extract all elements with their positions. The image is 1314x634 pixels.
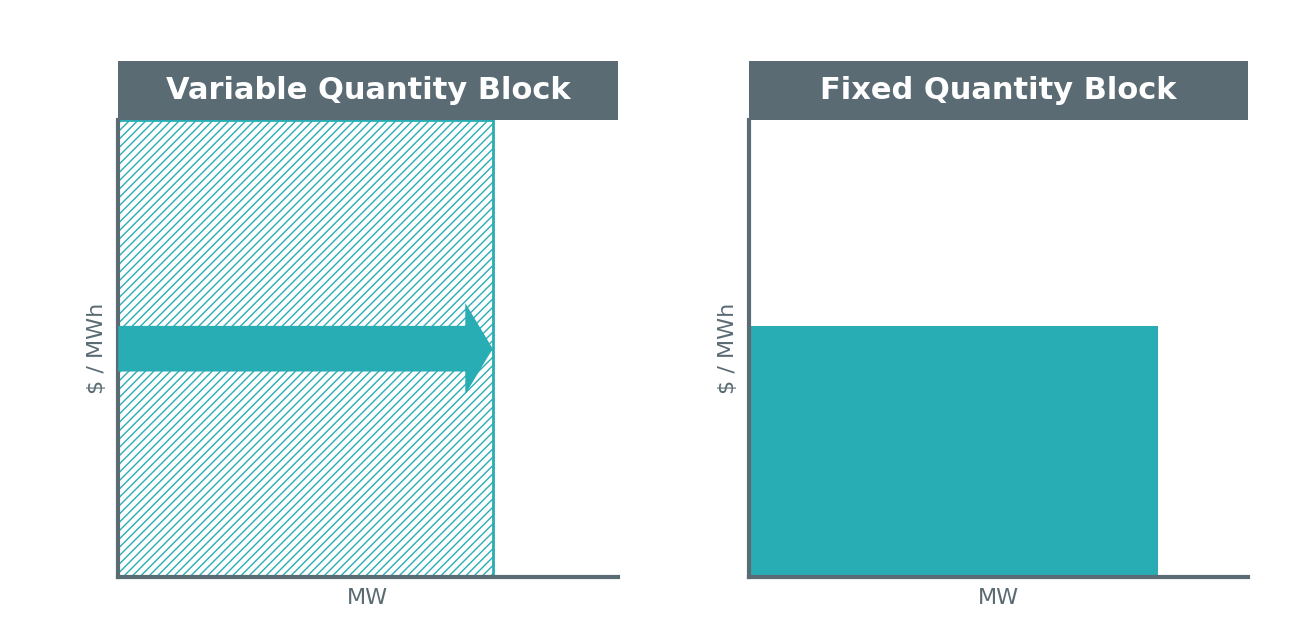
X-axis label: MW: MW bbox=[347, 588, 389, 608]
Y-axis label: $ / MWh: $ / MWh bbox=[717, 303, 738, 394]
Text: Fixed Quantity Block: Fixed Quantity Block bbox=[820, 76, 1177, 105]
X-axis label: MW: MW bbox=[978, 588, 1020, 608]
Y-axis label: $ / MWh: $ / MWh bbox=[87, 303, 108, 394]
Bar bbox=[118, 120, 493, 577]
Bar bbox=[118, 120, 493, 577]
Polygon shape bbox=[118, 303, 493, 394]
Bar bbox=[749, 326, 1159, 577]
Bar bbox=[118, 61, 618, 120]
Text: Variable Quantity Block: Variable Quantity Block bbox=[166, 76, 570, 105]
Bar bbox=[749, 61, 1248, 120]
